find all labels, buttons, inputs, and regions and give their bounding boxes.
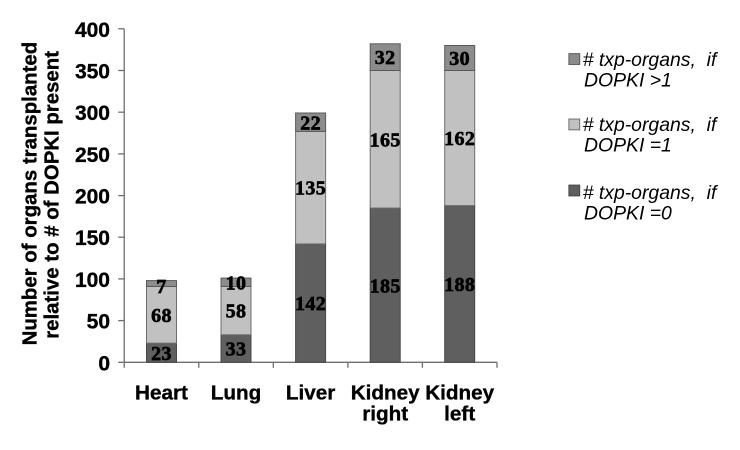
svg-text:22: 22 [300,112,321,134]
svg-text:# txp-organs, if: # txp-organs, if [583,182,719,204]
svg-text:Heart: Heart [135,381,188,404]
svg-text:relative to # of DOPKI present: relative to # of DOPKI present [41,51,63,339]
svg-text:DOPKI >1: DOPKI >1 [584,70,672,92]
svg-text:32: 32 [375,47,396,69]
svg-text:165: 165 [370,129,401,151]
svg-text:400: 400 [75,19,110,42]
svg-text:Kidney: Kidney [425,381,494,404]
svg-text:Liver: Liver [286,381,335,404]
svg-text:0: 0 [98,352,110,375]
svg-text:350: 350 [75,61,110,84]
svg-text:10: 10 [226,272,247,294]
svg-text:7: 7 [156,276,166,298]
svg-text:# txp-organs, if: # txp-organs, if [583,49,719,71]
svg-text:300: 300 [75,102,110,125]
svg-text:100: 100 [75,269,110,292]
svg-text:DOPKI =0: DOPKI =0 [584,203,672,225]
svg-text:left: left [444,403,475,426]
svg-text:Number of organs transplanted: Number of organs transplanted [19,42,41,346]
svg-text:50: 50 [87,311,110,334]
svg-text:68: 68 [151,305,172,327]
svg-text:250: 250 [75,144,110,167]
svg-text:162: 162 [444,128,475,150]
svg-text:58: 58 [226,301,247,323]
svg-text:right: right [362,403,408,426]
svg-text:142: 142 [295,293,326,315]
svg-text:Kidney: Kidney [351,381,420,404]
svg-text:# txp-organs, if: # txp-organs, if [583,114,719,136]
svg-text:185: 185 [370,275,401,297]
svg-text:Lung: Lung [211,381,262,404]
svg-text:150: 150 [75,227,110,250]
svg-text:30: 30 [449,48,470,70]
svg-text:188: 188 [444,274,475,296]
svg-text:135: 135 [295,178,326,200]
svg-text:200: 200 [75,186,110,209]
svg-text:DOPKI =1: DOPKI =1 [584,135,672,157]
svg-text:23: 23 [151,343,172,365]
svg-text:33: 33 [226,339,247,361]
